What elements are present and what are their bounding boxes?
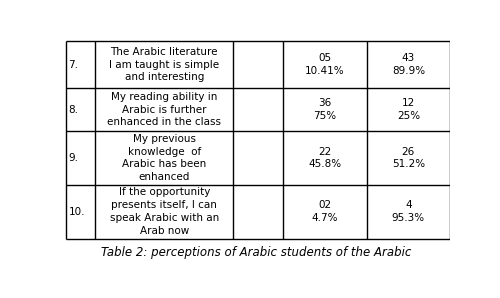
Text: 7.: 7. <box>68 60 78 70</box>
Text: My previous
knowledge  of
Arabic has been
enhanced: My previous knowledge of Arabic has been… <box>122 134 206 182</box>
Text: My reading ability in
Arabic is further
enhanced in the class: My reading ability in Arabic is further … <box>107 92 221 127</box>
Text: 10.: 10. <box>68 207 85 217</box>
Text: 36
75%: 36 75% <box>314 98 336 121</box>
Text: 22
45.8%: 22 45.8% <box>308 147 342 169</box>
Text: If the opportunity
presents itself, I can
speak Arabic with an
Arab now: If the opportunity presents itself, I ca… <box>110 187 219 236</box>
Text: The Arabic literature
I am taught is simple
and interesting: The Arabic literature I am taught is sim… <box>109 47 220 83</box>
Text: 43
89.9%: 43 89.9% <box>392 53 425 76</box>
Text: 9.: 9. <box>68 153 78 163</box>
Text: 4
95.3%: 4 95.3% <box>392 200 425 223</box>
Text: 05
10.41%: 05 10.41% <box>305 53 345 76</box>
Text: Table 2: perceptions of Arabic students of the Arabic: Table 2: perceptions of Arabic students … <box>101 246 412 259</box>
Text: 8.: 8. <box>68 105 78 114</box>
Text: 26
51.2%: 26 51.2% <box>392 147 425 169</box>
Text: 02
4.7%: 02 4.7% <box>312 200 338 223</box>
Text: 12
25%: 12 25% <box>397 98 420 121</box>
